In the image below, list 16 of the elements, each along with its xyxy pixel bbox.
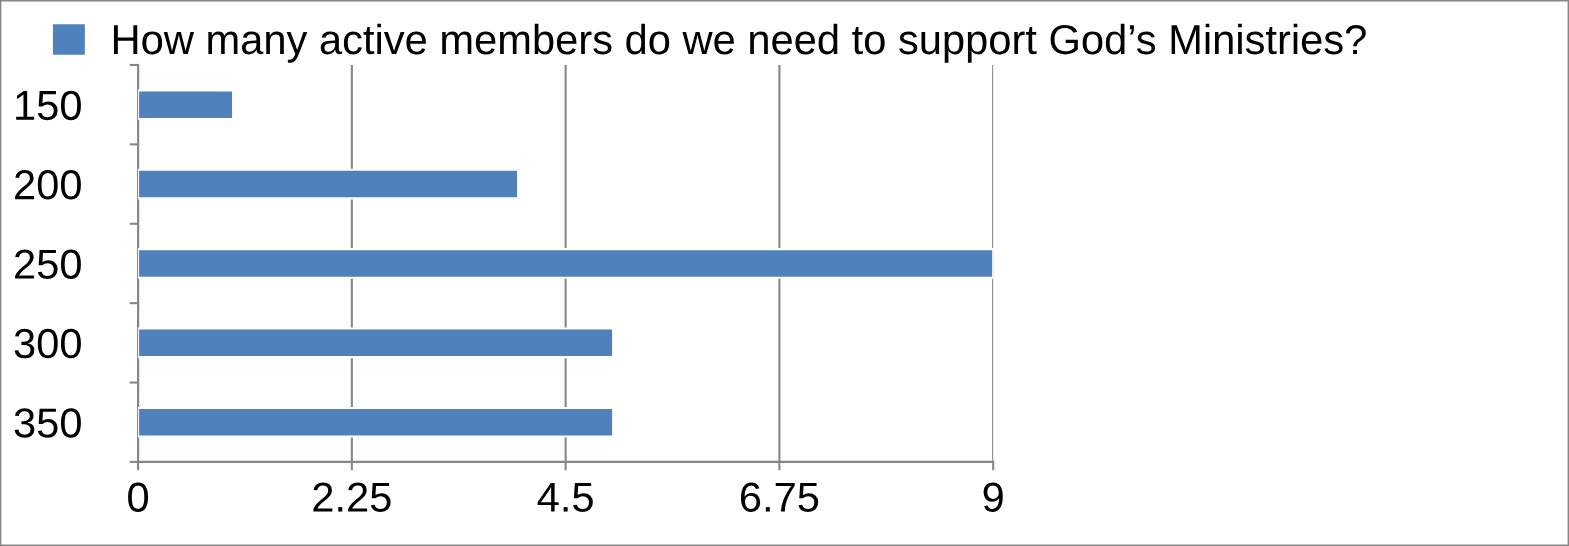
x-tick-label: 9 xyxy=(983,482,1003,512)
x-tick-label: 6.75 xyxy=(740,482,819,512)
x-tick-label: 2.25 xyxy=(313,482,391,512)
bar xyxy=(138,248,994,279)
x-tick-label: 0 xyxy=(128,482,149,512)
bar xyxy=(138,168,520,200)
y-tick-label: 150 xyxy=(16,90,81,121)
x-tick-label: 4.5 xyxy=(537,482,593,512)
legend-label: How many active members do we need to support God’s Ministries? xyxy=(113,23,1366,63)
y-tick-label: 200 xyxy=(15,170,81,200)
bar xyxy=(138,327,615,359)
y-tick-label: 250 xyxy=(15,249,81,279)
bar xyxy=(138,89,235,120)
y-tick-label: 300 xyxy=(14,328,81,359)
bar xyxy=(138,406,615,438)
y-tick-label: 350 xyxy=(14,408,81,438)
